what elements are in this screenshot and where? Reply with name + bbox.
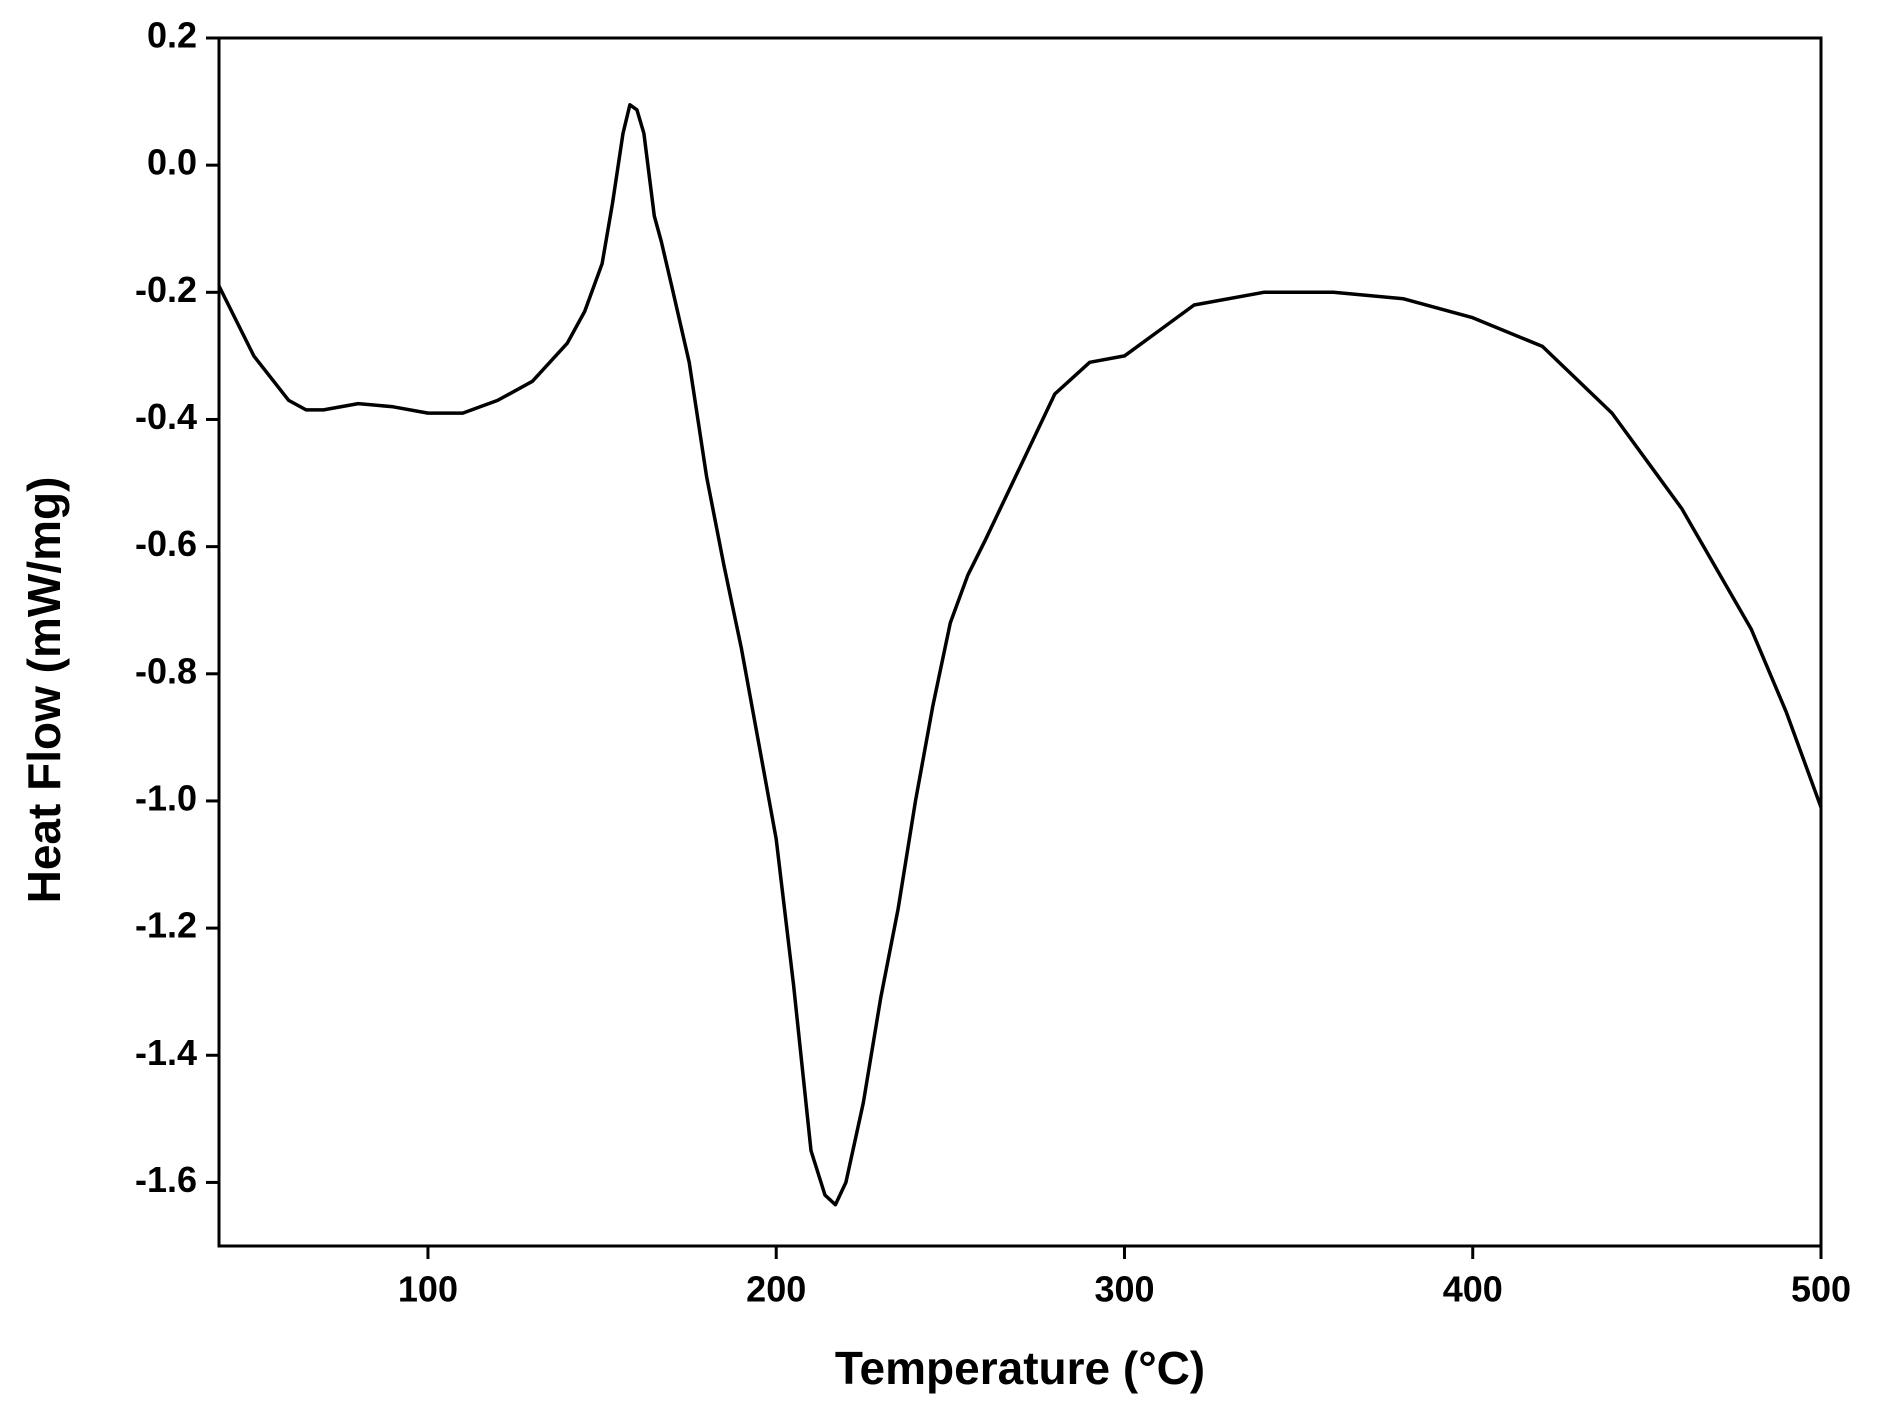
plot-frame [217, 36, 1823, 1248]
y-tick-label: 0.2 [147, 15, 197, 56]
y-tick-label: -0.6 [135, 523, 197, 564]
x-tick-label: 100 [398, 1269, 458, 1310]
y-axis-title: Heat Flow (mW/mg) [18, 477, 70, 904]
y-tick-label: -0.4 [135, 396, 197, 437]
y-tick-label: -1.2 [135, 905, 197, 946]
y-tick-label: -1.0 [135, 777, 197, 818]
x-tick-label: 500 [1791, 1269, 1851, 1310]
x-tick-label: 400 [1443, 1269, 1503, 1310]
x-tick-label: 300 [1094, 1269, 1154, 1310]
x-tick-label: 200 [746, 1269, 806, 1310]
y-tick-label: 0.0 [147, 142, 197, 183]
data-line [217, 103, 1823, 1207]
y-tick-label: -0.8 [135, 650, 197, 691]
y-tick-label: -1.6 [135, 1159, 197, 1200]
y-tick-label: -1.4 [135, 1032, 197, 1073]
y-tick-label: -0.2 [135, 269, 197, 310]
x-axis-title: Temperature (°C) [835, 1342, 1205, 1394]
